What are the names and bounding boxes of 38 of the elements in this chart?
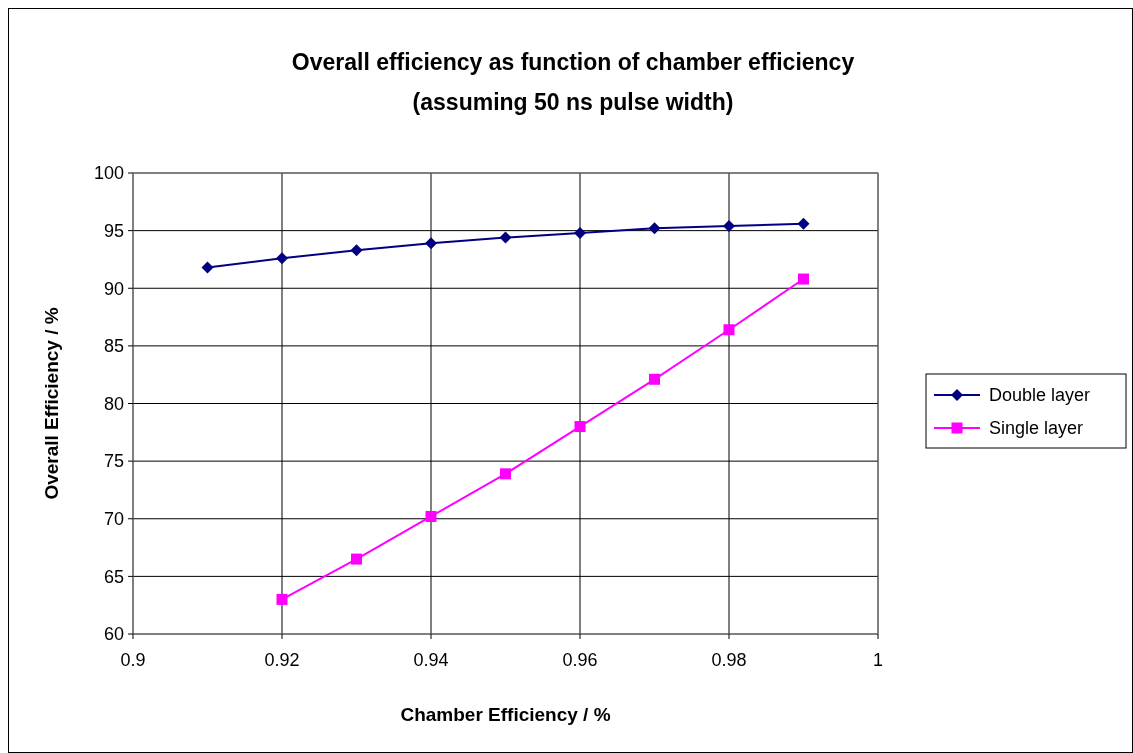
point — [798, 273, 809, 285]
point — [649, 373, 660, 385]
point — [276, 252, 288, 265]
point — [425, 510, 437, 522]
x-tick-label: 0.98 — [711, 650, 747, 670]
x-axis-title: Chamber Efficiency / % — [400, 704, 611, 725]
x-tick-label: 0.92 — [264, 650, 300, 670]
point — [351, 553, 362, 565]
chart-subtitle: (assuming 50 ns pulse width) — [412, 89, 734, 115]
point — [201, 261, 214, 274]
point — [425, 237, 437, 250]
y-axis-title: Overall Efficiency / % — [41, 307, 62, 500]
x-tick-label: 0.96 — [562, 650, 598, 670]
y-tick-label: 85 — [103, 336, 124, 357]
point — [574, 421, 586, 433]
y-tick-label: 80 — [103, 393, 124, 414]
y-tick-label: 90 — [103, 278, 124, 299]
point — [574, 226, 586, 239]
x-tick-label: 0.94 — [413, 650, 449, 670]
x-tick-label: 0.9 — [120, 650, 146, 670]
point — [648, 222, 661, 235]
point — [723, 220, 735, 233]
y-tick-label: 60 — [103, 624, 124, 645]
x-tick-label: 1 — [872, 650, 884, 670]
chart-title: Overall efficiency as function of chamber efficiency — [291, 49, 855, 75]
legend-label: Single layer — [989, 418, 1084, 439]
y-tick-label: 100 — [93, 163, 124, 184]
y-tick-label: 95 — [103, 220, 124, 241]
legend-label: Double layer — [989, 385, 1091, 406]
point — [350, 244, 363, 257]
point — [276, 593, 288, 605]
point — [723, 324, 735, 336]
y-tick-label: 70 — [103, 509, 124, 530]
point — [500, 468, 511, 480]
y-tick-label: 65 — [103, 566, 124, 587]
point — [797, 217, 810, 230]
point — [499, 231, 512, 244]
y-tick-label: 75 — [103, 451, 124, 472]
